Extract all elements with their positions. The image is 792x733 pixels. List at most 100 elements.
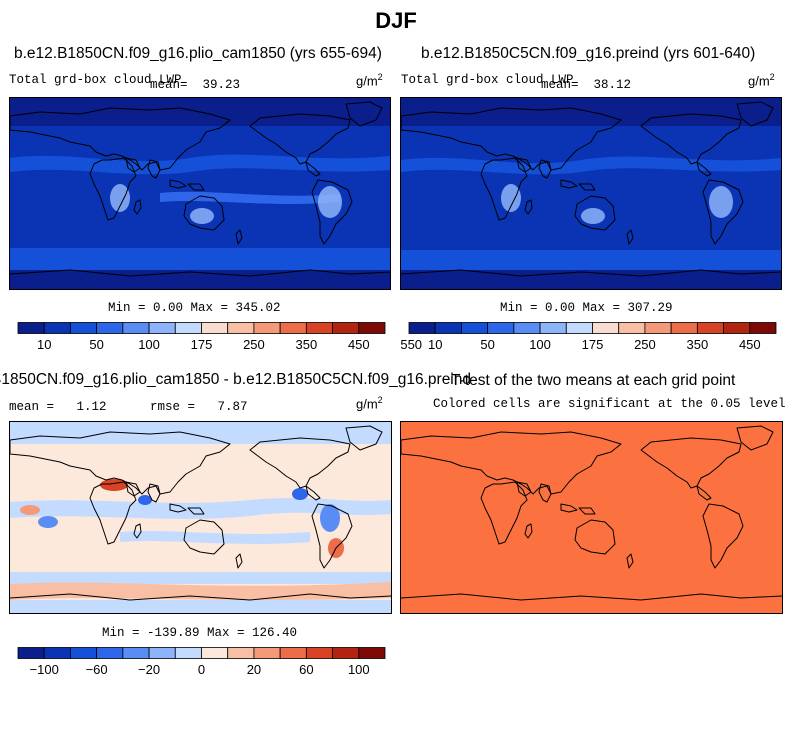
colorbar-2-box: [644, 322, 672, 334]
colorbar-2-box: [408, 322, 436, 334]
colorbar-3-box: [70, 647, 98, 659]
panel-3-colorbar-svg: −100 −60 −20 0 20 60 100: [17, 647, 386, 677]
colorbar-1-box: [96, 322, 124, 334]
panel-3-coastline: [249, 437, 351, 489]
colorbar-1-box: [43, 322, 71, 334]
colorbar-1-box: [174, 322, 202, 334]
colorbar-2-box: [539, 322, 567, 334]
colorbar-2-box: [565, 322, 593, 334]
colorbar-3-tick-label: −60: [86, 662, 108, 677]
colorbar-3-box: [43, 647, 71, 659]
colorbar-2-box: [696, 322, 724, 334]
panel-3-map-svg: [10, 422, 391, 613]
panel-2-map-svg: [401, 98, 781, 289]
page-title: DJF: [375, 8, 417, 33]
panel-1-land-field: [318, 186, 342, 218]
panel-2-coastline: [401, 269, 781, 277]
panel-1-colorbar: 10 50 100 175 250 350 450 550: [17, 322, 422, 352]
panel-1-minmax: Min = 0.00 Max = 345.02: [108, 301, 281, 315]
panel-3-map: [9, 421, 392, 614]
colorbar-2-tick-label: 450: [739, 337, 761, 352]
panel-2-coastline: [401, 107, 622, 171]
colorbar-1-box: [201, 322, 229, 334]
panel-3-units-base: g/m: [356, 396, 378, 412]
panel-1-units: g/m2: [356, 72, 383, 88]
panel-1-variable: Total grd-box cloud LWP: [9, 73, 182, 87]
panel-4-coastline: [560, 503, 596, 515]
panel-3-coastline: [305, 485, 321, 501]
colorbar-1-box: [358, 322, 386, 334]
colorbar-3-box: [332, 647, 360, 659]
colorbar-1-box: [253, 322, 281, 334]
colorbar-1-tick-label: 10: [37, 337, 51, 352]
panel-1-coastline: [147, 159, 161, 179]
panel-1-title: b.e12.B1850CN.f09_g16.plio_cam1850 (yrs …: [14, 45, 382, 62]
colorbar-2-tick-label: 50: [480, 337, 494, 352]
panel-3-units-exp: 2: [377, 395, 383, 405]
colorbar-2-box: [434, 322, 462, 334]
colorbar-3-tick-label: 60: [299, 662, 313, 677]
panel-2-coastline: [702, 179, 744, 245]
panel-2-title: b.e12.B1850C5CN.f09_g16.preind (yrs 601-…: [421, 45, 756, 62]
panel-3-coastline: [10, 431, 231, 495]
panel-3-coastline: [169, 503, 205, 515]
panel-1-mean-value: 39.23: [202, 78, 241, 92]
panel-1-coastline: [10, 107, 231, 171]
panel-3-rmse-label: rmse =: [150, 400, 196, 414]
panel-3-units: g/m2: [356, 395, 383, 411]
panel-2-coastline: [538, 159, 552, 179]
panel-4-coastline: [401, 431, 622, 495]
panel-1-units-base: g/m: [356, 73, 378, 89]
panel-2-units: g/m2: [748, 72, 775, 88]
colorbar-1-tick-label: 100: [138, 337, 160, 352]
panel-4-coastline: [574, 519, 616, 555]
panel-1-coastline: [89, 157, 137, 221]
colorbar-2-tick-label: 10: [428, 337, 442, 352]
colorbar-1-tick-label: 250: [243, 337, 265, 352]
panel-4-coastline: [696, 485, 712, 501]
panel-2-coastline: [560, 179, 596, 191]
panel-4-coastline: [702, 503, 744, 569]
colorbar-2-box: [487, 322, 515, 334]
panel-2-mean: mean= 38.12: [541, 78, 631, 92]
panel-2-variable: Total grd-box cloud LWP: [401, 73, 574, 87]
panel-2-coastline: [480, 157, 528, 221]
panel-4-coastline: [640, 437, 742, 489]
panel-1-colorbar-svg: 10 50 100 175 250 350 450 550: [17, 322, 422, 352]
panel-1-coastline: [311, 179, 353, 245]
panel-2-minmax: Min = 0.00 Max = 307.29: [500, 301, 673, 315]
colorbar-1-tick-label: 50: [89, 337, 103, 352]
colorbar-1-box: [148, 322, 176, 334]
colorbar-3-box: [148, 647, 176, 659]
panel-3-coastline: [183, 519, 225, 555]
panel-2-coastline: [574, 195, 616, 231]
panel-4-coastline: [516, 481, 532, 497]
panel-3-rmse-value: 7.87: [217, 400, 248, 414]
panel-2-coastline: [736, 101, 774, 127]
panel-4-coastline: [401, 593, 782, 601]
colorbar-1-box: [305, 322, 333, 334]
panel-2-units-base: g/m: [748, 73, 770, 89]
colorbar-1-tick-label: 450: [348, 337, 370, 352]
panel-3-coastline: [10, 593, 391, 601]
panel-2-coastline: [640, 113, 742, 165]
panel-1-coastline: [125, 157, 141, 173]
colorbar-3-box: [17, 647, 45, 659]
panel-3-title-clip: b.e12.B1850CN.f09_g16.plio_cam1850 - b.e…: [0, 371, 475, 393]
colorbar-3-box: [96, 647, 124, 659]
panel-3-mean: mean = 1.12: [9, 400, 107, 414]
panel-1-coastline: [345, 101, 383, 127]
colorbar-2-tick-label: 350: [687, 337, 709, 352]
colorbar-1-box: [122, 322, 150, 334]
colorbar-1-box: [227, 322, 255, 334]
colorbar-2-box: [461, 322, 489, 334]
colorbar-3-tick-label: −100: [30, 662, 59, 677]
colorbar-3-tick-label: −20: [138, 662, 160, 677]
colorbar-3-box: [279, 647, 307, 659]
colorbar-1-tick-label: 550: [400, 337, 422, 352]
panel-2-mean-label: mean=: [541, 78, 579, 92]
colorbar-3-box: [201, 647, 229, 659]
colorbar-2-box: [513, 322, 541, 334]
